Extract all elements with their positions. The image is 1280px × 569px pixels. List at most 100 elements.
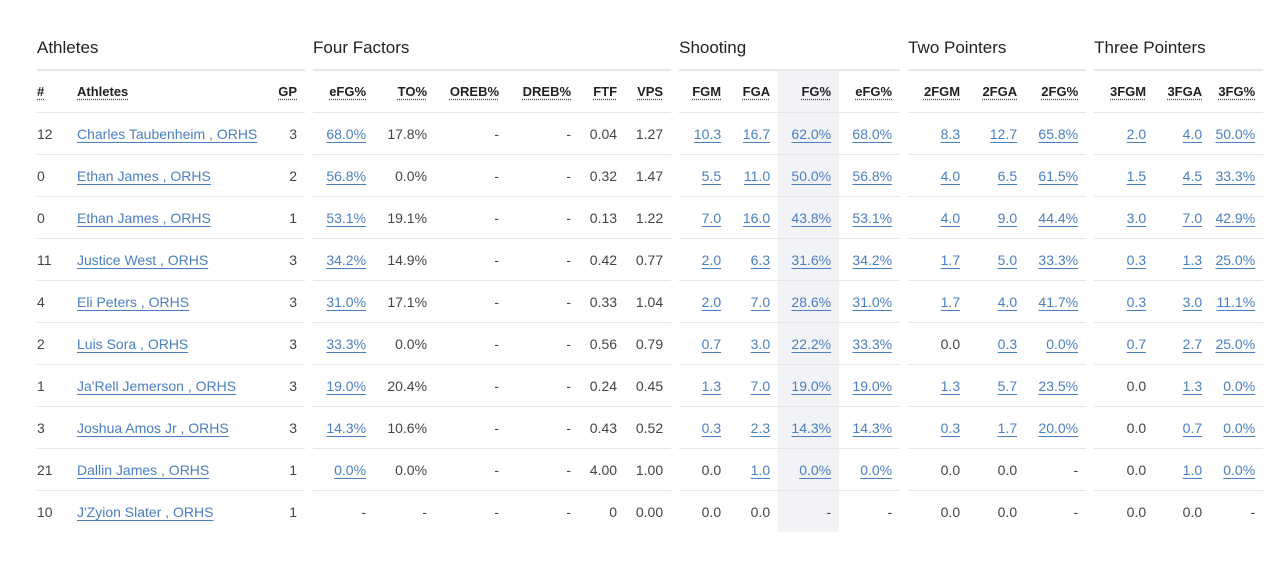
stat-link[interactable]: 1.5 xyxy=(1126,167,1147,184)
col-header-fga[interactable]: FGA xyxy=(729,69,779,113)
stat-link[interactable]: 8.3 xyxy=(940,125,961,142)
athlete-name-link[interactable]: Ethan James , ORHS xyxy=(77,209,211,226)
stat-link[interactable]: 23.5% xyxy=(1038,377,1079,394)
stat-link[interactable]: 0.0% xyxy=(334,461,367,478)
stat-link[interactable]: 5.5 xyxy=(701,167,722,184)
stat-link[interactable]: 1.0 xyxy=(1182,461,1203,478)
col-header-vps[interactable]: VPS xyxy=(625,69,672,113)
stat-link[interactable]: 2.0 xyxy=(701,251,722,268)
stat-link[interactable]: 6.5 xyxy=(997,167,1018,184)
stat-link[interactable]: 33.3% xyxy=(852,335,893,352)
stat-link[interactable]: 16.7 xyxy=(742,125,771,142)
athlete-name-link[interactable]: Dallin James , ORHS xyxy=(77,461,210,478)
stat-link[interactable]: 53.1% xyxy=(326,209,367,226)
athlete-name-link[interactable]: Luis Sora , ORHS xyxy=(77,335,189,352)
stat-link[interactable]: 41.7% xyxy=(1038,293,1079,310)
stat-link[interactable]: 14.3% xyxy=(852,419,893,436)
stat-link[interactable]: 3.0 xyxy=(750,335,771,352)
stat-link[interactable]: 31.0% xyxy=(326,293,367,310)
stat-link[interactable]: 0.0% xyxy=(799,461,832,478)
col-header-3fgm[interactable]: 3FGM xyxy=(1094,69,1155,113)
stat-link[interactable]: 2.7 xyxy=(1182,335,1203,352)
stat-link[interactable]: 1.3 xyxy=(1182,377,1203,394)
stat-link[interactable]: 4.0 xyxy=(940,209,961,226)
stat-link[interactable]: 33.3% xyxy=(1215,167,1256,184)
stat-link[interactable]: 31.0% xyxy=(852,293,893,310)
col-header-dreb[interactable]: DREB% xyxy=(507,69,580,113)
stat-link[interactable]: 1.7 xyxy=(997,419,1018,436)
stat-link[interactable]: 53.1% xyxy=(852,209,893,226)
stat-link[interactable]: 3.0 xyxy=(1126,209,1147,226)
athlete-name-link[interactable]: Eli Peters , ORHS xyxy=(77,293,190,310)
stat-link[interactable]: 0.7 xyxy=(701,335,722,352)
stat-link[interactable]: 4.0 xyxy=(997,293,1018,310)
stat-link[interactable]: 28.6% xyxy=(791,293,832,310)
stat-link[interactable]: 2.0 xyxy=(701,293,722,310)
stat-link[interactable]: 0.3 xyxy=(1126,293,1147,310)
col-header-ftf[interactable]: FTF xyxy=(579,69,626,113)
stat-link[interactable]: 0.3 xyxy=(1126,251,1147,268)
stat-link[interactable]: 31.6% xyxy=(791,251,832,268)
stat-link[interactable]: 6.3 xyxy=(750,251,771,268)
stat-link[interactable]: 34.2% xyxy=(852,251,893,268)
stat-link[interactable]: 0.3 xyxy=(997,335,1018,352)
stat-link[interactable]: 0.0% xyxy=(1223,377,1256,394)
stat-link[interactable]: 11.1% xyxy=(1216,293,1256,310)
stat-link[interactable]: 19.0% xyxy=(852,377,893,394)
stat-link[interactable]: 1.0 xyxy=(750,461,771,478)
stat-link[interactable]: 44.4% xyxy=(1038,209,1079,226)
stat-link[interactable]: 22.2% xyxy=(791,335,832,352)
stat-link[interactable]: 0.3 xyxy=(701,419,722,436)
stat-link[interactable]: 33.3% xyxy=(326,335,367,352)
stat-link[interactable]: 4.0 xyxy=(1182,125,1203,142)
stat-link[interactable]: 12.7 xyxy=(989,125,1018,142)
col-header-athletes[interactable]: Athletes xyxy=(77,69,267,113)
athlete-name-link[interactable]: Joshua Amos Jr , ORHS xyxy=(77,419,229,436)
stat-link[interactable]: 0.7 xyxy=(1182,419,1203,436)
col-header-3fga[interactable]: 3FGA xyxy=(1154,69,1211,113)
stat-link[interactable]: 19.0% xyxy=(791,377,832,394)
stat-link[interactable]: 7.0 xyxy=(750,377,771,394)
stat-link[interactable]: 19.0% xyxy=(326,377,367,394)
col-header-shooting-efg[interactable]: eFG% xyxy=(839,69,901,113)
col-header-oreb[interactable]: OREB% xyxy=(435,69,508,113)
stat-link[interactable]: 25.0% xyxy=(1215,251,1256,268)
stat-link[interactable]: 0.0% xyxy=(1223,461,1256,478)
stat-link[interactable]: 62.0% xyxy=(791,125,832,142)
stat-link[interactable]: 11.0 xyxy=(743,167,771,184)
col-header-2fga[interactable]: 2FGA xyxy=(968,69,1026,113)
stat-link[interactable]: 0.0% xyxy=(860,461,893,478)
stat-link[interactable]: 56.8% xyxy=(326,167,367,184)
col-header-to[interactable]: TO% xyxy=(374,69,436,113)
stat-link[interactable]: 3.0 xyxy=(1182,293,1203,310)
stat-link[interactable]: 2.3 xyxy=(750,419,771,436)
stat-link[interactable]: 1.3 xyxy=(1182,251,1203,268)
stat-link[interactable]: 42.9% xyxy=(1215,209,1256,226)
athlete-name-link[interactable]: Ja'Rell Jemerson , ORHS xyxy=(77,377,237,394)
stat-link[interactable]: 56.8% xyxy=(852,167,893,184)
stat-link[interactable]: 50.0% xyxy=(791,167,832,184)
stat-link[interactable]: 1.3 xyxy=(940,377,961,394)
col-header-2fg-pct[interactable]: 2FG% xyxy=(1025,69,1087,113)
stat-link[interactable]: 61.5% xyxy=(1038,167,1079,184)
stat-link[interactable]: 25.0% xyxy=(1215,335,1256,352)
col-header-3fg-pct[interactable]: 3FG% xyxy=(1210,69,1264,113)
stat-link[interactable]: 7.0 xyxy=(701,209,722,226)
stat-link[interactable]: 68.0% xyxy=(326,125,367,142)
stat-link[interactable]: 0.0% xyxy=(1046,335,1079,352)
stat-link[interactable]: 1.7 xyxy=(940,251,961,268)
athlete-name-link[interactable]: Justice West , ORHS xyxy=(77,251,209,268)
athlete-name-link[interactable]: J'Zyion Slater , ORHS xyxy=(77,503,214,520)
stat-link[interactable]: 68.0% xyxy=(852,125,893,142)
stat-link[interactable]: 43.8% xyxy=(791,209,832,226)
stat-link[interactable]: 5.7 xyxy=(997,377,1018,394)
stat-link[interactable]: 1.7 xyxy=(940,293,961,310)
stat-link[interactable]: 33.3% xyxy=(1038,251,1079,268)
stat-link[interactable]: 5.0 xyxy=(997,251,1018,268)
stat-link[interactable]: 7.0 xyxy=(750,293,771,310)
stat-link[interactable]: 14.3% xyxy=(791,419,832,436)
stat-link[interactable]: 50.0% xyxy=(1215,125,1256,142)
col-header-fg[interactable]: FG% xyxy=(778,69,840,113)
stat-link[interactable]: 1.3 xyxy=(701,377,722,394)
stat-link[interactable]: 10.3 xyxy=(693,125,722,142)
